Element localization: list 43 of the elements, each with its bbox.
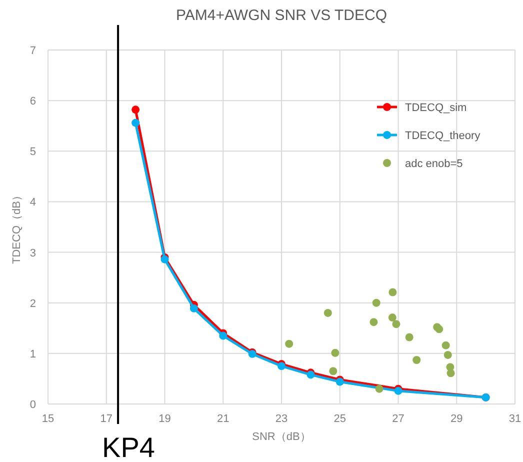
point <box>331 348 340 357</box>
x-tick-label: 29 <box>450 413 463 425</box>
point <box>375 384 384 393</box>
point <box>412 356 421 364</box>
point <box>444 350 452 359</box>
chart-title: PAM4+AWGN SNR VS TDECQ <box>176 7 388 24</box>
point <box>442 341 450 350</box>
x-tick-label: 31 <box>508 413 522 425</box>
x-tick-label: 17 <box>100 413 112 425</box>
point <box>370 318 378 326</box>
point <box>446 369 455 378</box>
point <box>132 118 140 127</box>
legend-label: adc enob=5 <box>405 158 463 170</box>
y-tick-label: 5 <box>30 146 36 158</box>
y-tick-label: 3 <box>30 247 36 260</box>
y-tick-label: 4 <box>30 196 36 209</box>
point <box>392 320 400 328</box>
y-axis-title: TDECQ（dB） <box>11 190 23 264</box>
point <box>132 106 140 114</box>
point <box>372 298 380 307</box>
x-tick-label: 23 <box>275 413 288 425</box>
y-tick-label: 0 <box>30 399 36 411</box>
x-tick-label: 19 <box>158 413 171 425</box>
y-tick-label: 6 <box>30 96 36 108</box>
point <box>285 340 294 348</box>
legend-label: TDECQ_theory <box>405 130 481 142</box>
x-tick-label: 21 <box>217 413 230 425</box>
point <box>219 332 228 340</box>
point <box>190 304 198 312</box>
point <box>405 333 414 342</box>
point <box>324 308 332 317</box>
legend-label: TDECQ_sim <box>405 102 467 114</box>
x-axis-title: SNR（dB） <box>252 431 311 443</box>
y-tick-label: 1 <box>30 348 36 360</box>
ref-line-label: KP4 <box>102 432 155 462</box>
y-tick-label: 7 <box>30 45 36 57</box>
point <box>388 288 397 296</box>
x-tick-label: 27 <box>392 413 404 425</box>
x-tick-label: 25 <box>334 413 346 425</box>
point <box>388 314 396 322</box>
x-tick-label: 15 <box>42 413 54 425</box>
y-tick-label: 2 <box>30 298 36 310</box>
point <box>329 367 338 376</box>
